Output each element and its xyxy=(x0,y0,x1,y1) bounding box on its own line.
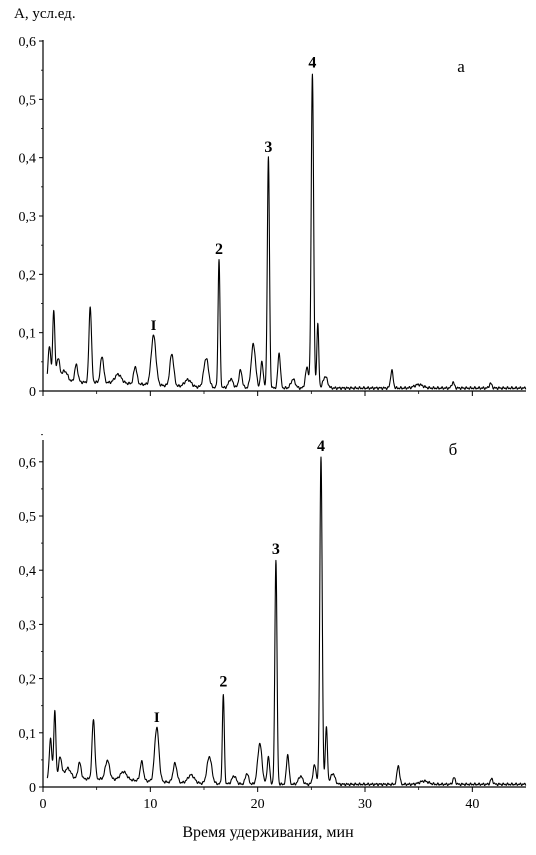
panel-0-chromatogram-line xyxy=(46,73,527,391)
x-axis-title: Время удерживания, мин xyxy=(182,824,354,841)
panel-0-peak-label: 4 xyxy=(308,54,316,71)
panel-1-x-tick-label: 30 xyxy=(358,797,372,812)
y-axis-title: A, усл.ед. xyxy=(14,6,76,22)
panel-1-y-tick-label: 0,3 xyxy=(19,618,37,633)
panel-1-peak-label: I xyxy=(154,710,160,726)
panel-1-y-tick-label: 0,6 xyxy=(19,456,37,471)
panel-1-y-tick-label: 0,4 xyxy=(19,564,37,579)
panel-1-y-tick-label: 0 xyxy=(29,781,36,796)
panel-0-label: а xyxy=(457,57,465,76)
panel-0-y-tick-label: 0,3 xyxy=(19,210,37,225)
panel-0-y-tick-label: 0,5 xyxy=(19,93,37,108)
panel-0-y-tick-label: 0,4 xyxy=(19,152,37,167)
panel-1-x-tick-label: 0 xyxy=(40,797,47,812)
panel-1-x-tick-label: 10 xyxy=(143,797,157,812)
panel-1-y-tick-label: 0,2 xyxy=(19,673,37,688)
panel-0-peak-label: I xyxy=(151,318,157,334)
panel-1-y-tick-label: 0,1 xyxy=(19,727,37,742)
panel-0-peak-label: 3 xyxy=(264,139,272,156)
panel-0-y-tick-label: 0,2 xyxy=(19,268,37,283)
panel-0-y-tick-label: 0,6 xyxy=(19,35,37,50)
panel-1-y-tick-label: 0,5 xyxy=(19,510,37,525)
panel-1-peak-label: 3 xyxy=(272,541,280,558)
panel-1-label: б xyxy=(449,440,458,459)
panel-0-y-tick-label: 0,1 xyxy=(19,327,37,342)
panel-0-y-tick-label: 0 xyxy=(29,385,36,400)
panel-1-chromatogram-line xyxy=(46,456,527,787)
panel-0-peak-label: 2 xyxy=(215,241,223,258)
panel-1-peak-label: 2 xyxy=(219,674,227,691)
panel-1-peak-label: 4 xyxy=(317,438,325,455)
panel-1-x-tick-label: 40 xyxy=(465,797,479,812)
panel-1-x-tick-label: 20 xyxy=(251,797,265,812)
